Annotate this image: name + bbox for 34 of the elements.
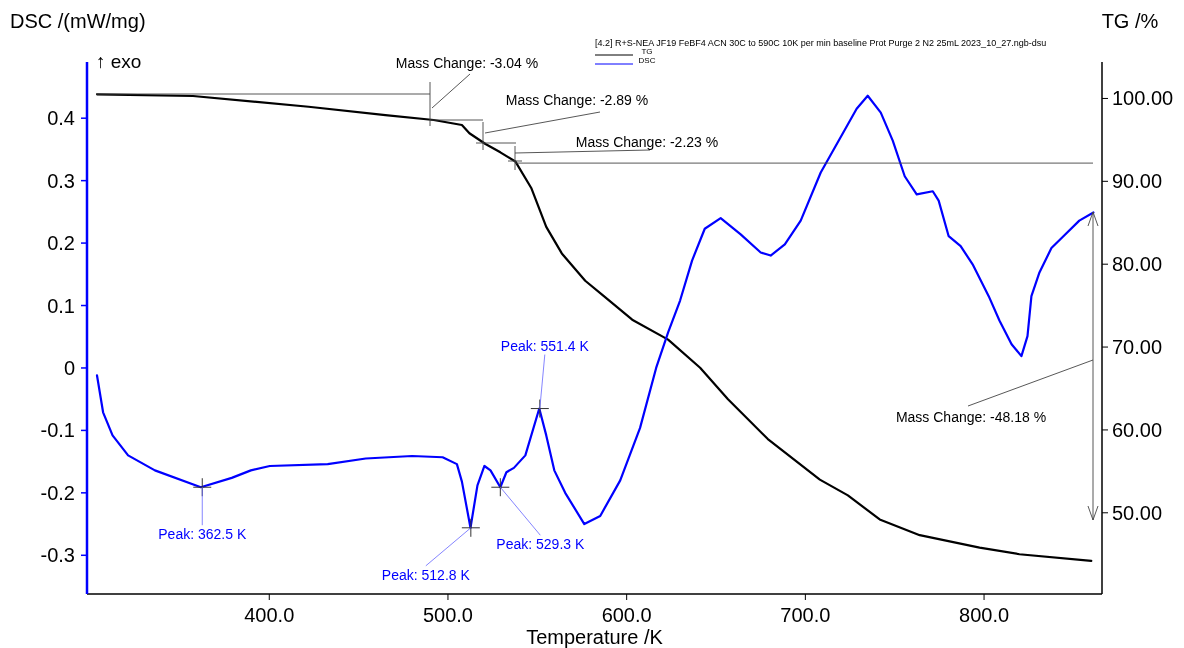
annotation: Peak: 529.3 K xyxy=(496,536,585,553)
legend-title: [4.2] R+S-NEA JF19 FeBF4 ACN 30C to 590C 10K per min baseline Prot Purge 2 N2 25mL 2023_10_27.ngb-dsu xyxy=(595,38,1047,48)
annotation: Mass Change: -2.89 % xyxy=(505,92,649,108)
y2-tick-label: 80.00 xyxy=(1112,253,1163,276)
annotation: Peak: 551.4 K xyxy=(500,337,590,354)
annotation: Mass Change: -48.18 % xyxy=(895,409,1047,425)
y-axis-title: DSC /(mW/mg) xyxy=(10,10,146,32)
legend-label: DSC xyxy=(638,56,656,65)
y-tick-label: -0.2 xyxy=(40,481,75,504)
x-tick-label: 600.0 xyxy=(601,604,652,626)
x-tick-label: 500.0 xyxy=(422,604,473,626)
y-tick-label: -0.3 xyxy=(40,544,75,567)
y-tick-label: -0.1 xyxy=(40,419,75,442)
y-tick-label: 0.1 xyxy=(47,294,75,317)
x-axis-title: Temperature /K xyxy=(526,626,664,648)
y2-tick-label: 100.00 xyxy=(1112,87,1174,110)
y-tick-label: 0.3 xyxy=(47,169,75,192)
y-tick-label: 0 xyxy=(63,356,75,379)
y-tick-label: 0.4 xyxy=(47,107,75,130)
annotation: Peak: 512.8 K xyxy=(381,566,471,583)
y2-axis-title: TG /% xyxy=(1101,10,1159,32)
x-tick-label: 800.0 xyxy=(959,604,1010,626)
legend-label: TG xyxy=(641,47,653,56)
y2-tick-label: 70.00 xyxy=(1112,336,1163,359)
x-tick-label: 400.0 xyxy=(244,604,295,626)
y2-tick-label: 90.00 xyxy=(1112,170,1163,193)
y-tick-label: 0.2 xyxy=(47,232,75,255)
y2-tick-label: 50.00 xyxy=(1112,501,1163,524)
x-tick-label: 700.0 xyxy=(780,604,831,626)
annotation: Mass Change: -3.04 % xyxy=(395,55,539,71)
annotation: ↑ exo xyxy=(96,51,142,72)
y2-tick-label: 60.00 xyxy=(1112,418,1163,441)
annotation: Peak: 362.5 K xyxy=(158,526,247,543)
annotation: Mass Change: -2.23 % xyxy=(575,134,719,150)
